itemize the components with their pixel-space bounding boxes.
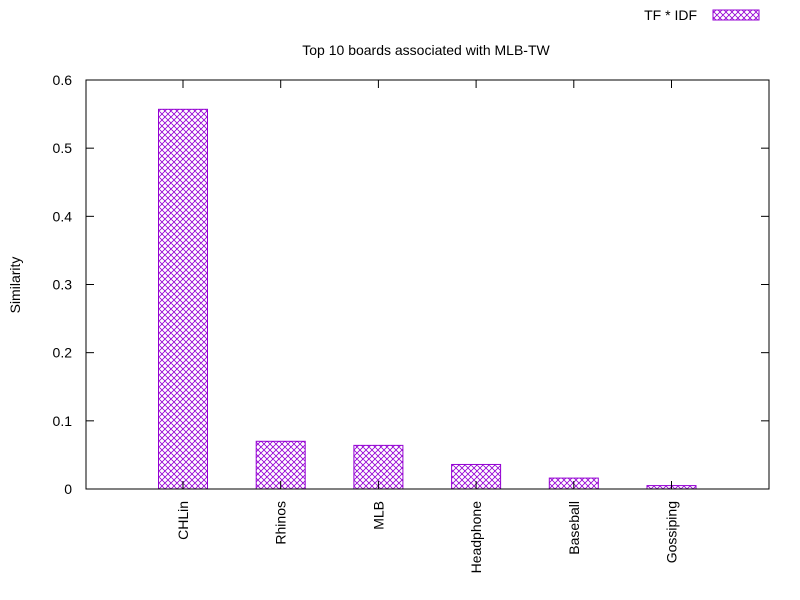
y-tick-label: 0.6	[53, 72, 73, 88]
x-tick-label: Headphone	[468, 501, 484, 574]
bar-chlin	[158, 108, 208, 490]
x-tick-label: Baseball	[566, 501, 582, 555]
legend-swatch	[712, 9, 760, 21]
x-tick-label: Rhinos	[273, 501, 289, 545]
x-tick-label: CHLin	[175, 501, 191, 540]
x-tick-label: Gossiping	[664, 501, 680, 563]
plot-frame	[85, 79, 770, 490]
y-tick-label: 0	[64, 481, 72, 497]
y-tick-label: 0.2	[53, 345, 73, 361]
legend: TF * IDF	[644, 7, 760, 23]
y-axis-label: Similarity	[7, 257, 23, 314]
x-tick-label: MLB	[370, 501, 386, 530]
y-tick-label: 0.4	[53, 208, 73, 224]
bars-group	[158, 108, 697, 490]
chart-title: Top 10 boards associated with MLB-TW	[302, 42, 550, 58]
y-tick-label: 0.3	[53, 277, 73, 293]
legend-label: TF * IDF	[644, 7, 697, 23]
x-tick-labels-group: CHLin Rhinos MLB Headphone Baseball Gossiping	[175, 80, 680, 573]
y-tick-label: 0.1	[53, 413, 73, 429]
y-tick-label: 0.5	[53, 140, 73, 156]
